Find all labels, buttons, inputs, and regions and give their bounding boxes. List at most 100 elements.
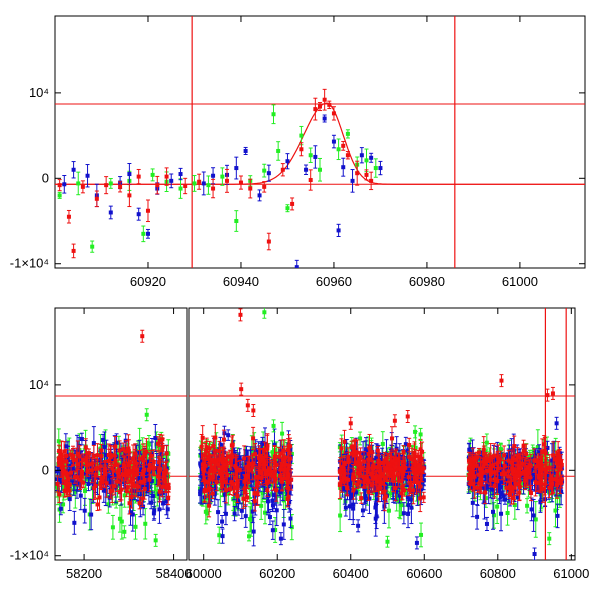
bottom-blue-point <box>241 474 246 479</box>
bottom-blue-point <box>112 474 117 479</box>
bottom-red-point <box>135 467 140 472</box>
top-red-point <box>318 104 322 109</box>
bottom-red-point <box>250 461 255 466</box>
bottom-red-point <box>279 451 284 456</box>
bottom-blue-point <box>287 490 292 495</box>
bottom-green-point <box>338 513 343 518</box>
top-blue-point <box>257 193 262 198</box>
bottom-blue-point <box>161 500 166 505</box>
bottom-red-point <box>285 496 290 501</box>
bottom-red-point <box>101 475 106 480</box>
bottom-blue-point <box>93 469 98 474</box>
bottom-red-point <box>286 444 291 449</box>
top-green-point <box>192 181 197 186</box>
top-green-point <box>336 147 341 152</box>
bottom-red-point <box>110 466 115 471</box>
bottom-blue-point <box>253 501 258 506</box>
bottom-green-outlier <box>144 412 149 417</box>
bottom-green-point <box>83 488 88 493</box>
bottom-red-point <box>220 483 225 488</box>
bottom-green-point <box>133 524 138 529</box>
bottom-blue-point <box>157 507 162 512</box>
bottom-blue-point <box>198 462 203 467</box>
bottom-green-point <box>110 525 115 530</box>
bottom-red-point <box>95 453 100 458</box>
bottom-red-point <box>277 454 282 459</box>
bottom-blue-point <box>270 498 275 503</box>
bottom-red-point <box>263 454 268 459</box>
top-blue-point <box>331 139 336 144</box>
top-blue-point <box>369 155 374 160</box>
bottom-red-point <box>283 462 288 467</box>
top-red-point <box>322 97 327 102</box>
bottom-blue-point <box>165 507 170 512</box>
bottom-red-point <box>85 468 90 473</box>
top-blue-point <box>71 167 76 172</box>
bottom-red-point <box>269 469 274 474</box>
top-ytick-label: -1×10⁴ <box>10 256 49 271</box>
bottom-red-point <box>125 472 130 477</box>
bottom-green-point <box>133 491 138 496</box>
bottom-blue-point <box>68 463 73 468</box>
top-red-point <box>104 183 109 188</box>
bottom-red-point <box>157 489 162 494</box>
bottom-green-outlier <box>122 529 127 534</box>
bottom-red-point <box>257 454 262 459</box>
bottom-blue-point <box>102 445 107 450</box>
top-red-point <box>57 183 62 188</box>
bottom-red-point <box>129 494 134 499</box>
bottom-red-point <box>245 495 250 500</box>
bottom-red-point <box>131 456 136 461</box>
bottom-blue-point <box>266 459 271 464</box>
bottom-red-point <box>142 467 147 472</box>
bottom-red-point <box>81 457 86 462</box>
bottom-red-point <box>164 468 169 473</box>
bottom-red-point <box>134 483 139 488</box>
bottom-blue-point <box>274 508 279 513</box>
bottom-red-point <box>207 503 212 508</box>
bottom-red-outlier <box>95 502 100 507</box>
bottom-blue-point <box>216 455 221 460</box>
bottom-red-point <box>117 467 122 472</box>
bottom-red-outlier <box>140 334 145 339</box>
bottom-red-point <box>267 472 272 477</box>
bottom-blue-point <box>270 503 275 508</box>
bottom-red-point <box>93 483 98 488</box>
bottom-green-point <box>385 539 390 544</box>
bottom-red-point <box>151 460 156 465</box>
bottom-blue-point <box>205 469 210 474</box>
bottom-blue-point <box>220 534 225 539</box>
bottom-red-point <box>120 472 125 477</box>
bottom-red-point <box>131 465 136 470</box>
bottom-red-point <box>289 477 294 482</box>
top-xtick-label: 60960 <box>316 274 352 289</box>
bottom-blue-outlier <box>149 500 154 505</box>
bottom-blue-point <box>91 441 96 446</box>
bottom-blue-point <box>222 492 227 497</box>
bottom-red-point <box>207 486 212 491</box>
bottom-red-point <box>265 468 270 473</box>
bottom-blue-point <box>243 514 248 519</box>
bottom-blue-point <box>83 471 88 476</box>
bottom-green-outlier <box>262 310 267 315</box>
bottom-blue-point <box>104 453 109 458</box>
bottom-red-point <box>163 478 168 483</box>
bottom-red-point <box>251 436 256 441</box>
bottom-red-outlier <box>239 387 244 392</box>
bottom-green-point <box>386 508 391 513</box>
top-green-point <box>76 181 81 186</box>
bottom-red-point <box>89 468 94 473</box>
bottom-green-outlier <box>271 423 276 428</box>
bottom-green-point <box>247 534 252 539</box>
bottom-red-point <box>98 464 103 469</box>
top-red-point <box>225 178 230 183</box>
bottom-red-point <box>285 485 290 490</box>
bottom-red-point <box>211 444 216 449</box>
bottom-red-point <box>108 489 113 494</box>
bottom-red-point <box>74 457 79 462</box>
bottom-red-point <box>64 459 69 464</box>
bottom-blue-point <box>264 464 269 469</box>
bottom-red-point <box>87 462 92 467</box>
bottom-blue-point <box>106 474 111 479</box>
